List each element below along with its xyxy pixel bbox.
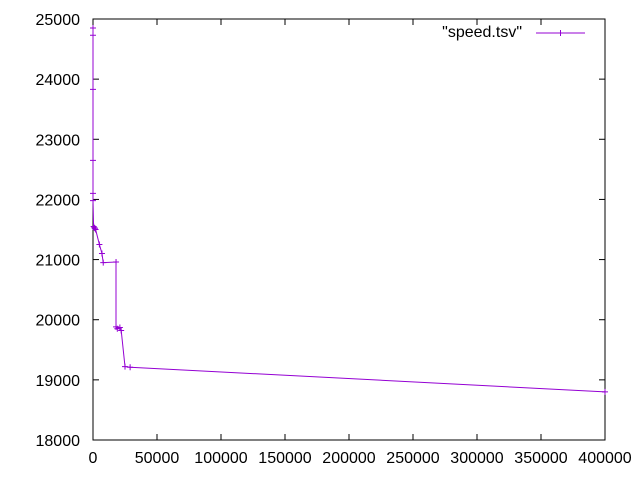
data-point <box>91 225 98 232</box>
ytick-label-18000: 18000 <box>36 433 81 450</box>
xtick-label-350000: 350000 <box>514 450 567 467</box>
series-markers-0 <box>90 25 608 395</box>
axis-ticks <box>92 18 606 441</box>
legend: "speed.tsv" <box>442 24 585 41</box>
data-point <box>113 258 120 265</box>
ytick-label-20000: 20000 <box>36 313 81 330</box>
data-point <box>90 86 96 93</box>
data-point <box>90 157 96 164</box>
data-point <box>90 190 96 197</box>
y-tick-labels: 18000 19000 20000 21000 22000 23000 24000 25000 <box>36 12 81 450</box>
data-point <box>98 250 105 257</box>
plot-frame <box>92 18 606 441</box>
data-point <box>100 259 107 266</box>
legend-marker-cross <box>557 30 564 36</box>
data-point <box>96 241 103 248</box>
data-point <box>90 32 96 39</box>
ytick-label-23000: 23000 <box>36 132 81 149</box>
ytick-label-24000: 24000 <box>36 72 81 89</box>
xtick-label-200000: 200000 <box>322 450 375 467</box>
legend-label-speed-tsv: "speed.tsv" <box>442 24 522 41</box>
data-point <box>114 325 121 332</box>
xtick-label-100000: 100000 <box>194 450 247 467</box>
xtick-label-300000: 300000 <box>450 450 503 467</box>
data-point <box>90 197 96 204</box>
xtick-label-0: 0 <box>89 450 98 467</box>
xtick-label-50000: 50000 <box>135 450 180 467</box>
ytick-label-22000: 22000 <box>36 192 81 209</box>
data-point <box>116 324 123 331</box>
xtick-label-250000: 250000 <box>386 450 439 467</box>
series-layer <box>90 25 608 395</box>
data-point <box>127 364 134 371</box>
data-point <box>92 226 99 233</box>
data-point <box>602 388 608 395</box>
legend-marker-speed-tsv <box>557 30 564 36</box>
data-point <box>122 363 128 370</box>
xtick-label-400000: 400000 <box>578 450 631 467</box>
ytick-label-21000: 21000 <box>36 253 81 270</box>
data-point <box>90 25 96 32</box>
series-line-0 <box>92 28 606 393</box>
ytick-label-25000: 25000 <box>36 12 81 29</box>
x-tick-labels: 0 50000 100000 150000 200000 250000 300000 3500… <box>89 450 632 467</box>
ytick-label-19000: 19000 <box>36 373 81 390</box>
xtick-label-150000: 150000 <box>258 450 311 467</box>
data-point <box>118 327 125 334</box>
